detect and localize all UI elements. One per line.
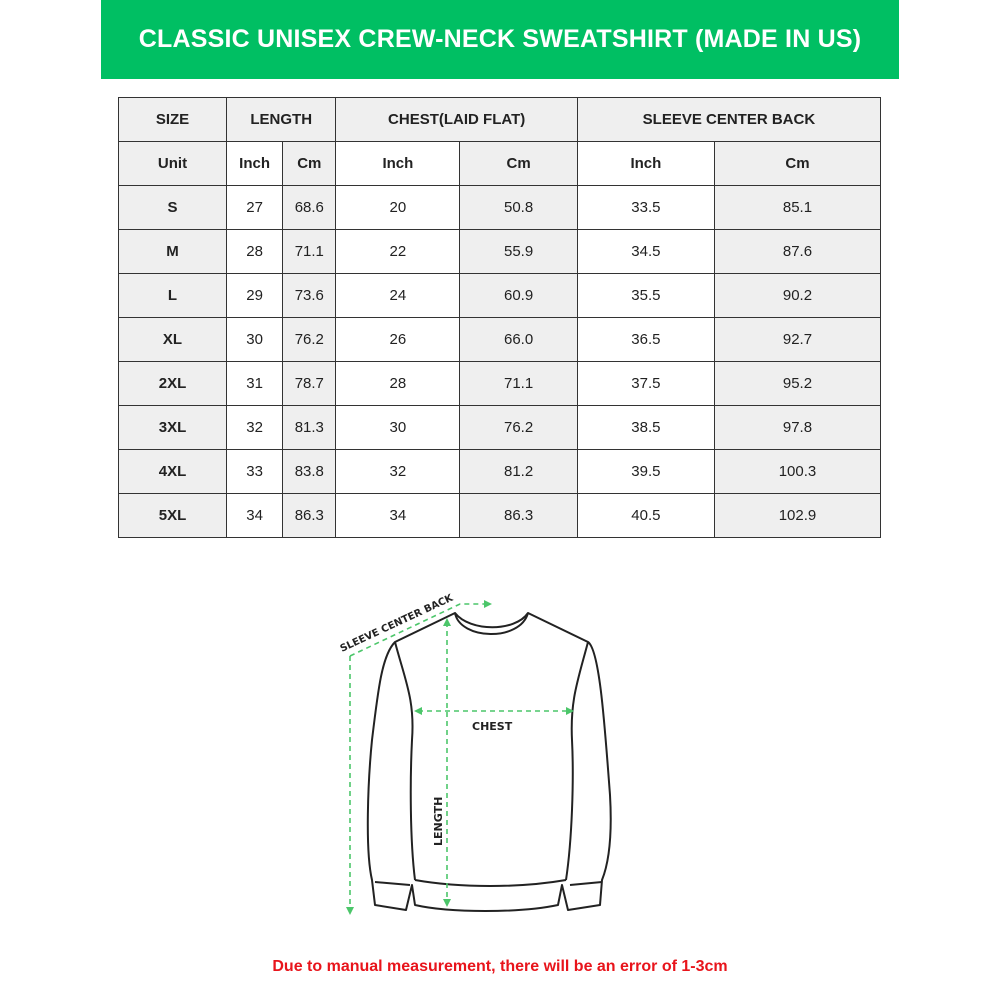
table-row: M 28 71.1 22 55.9 34.5 87.6 [118,229,882,274]
title-banner: CLASSIC UNISEX CREW-NECK SWEATSHIRT (MAD… [101,0,899,79]
header-length: LENGTH [225,97,337,142]
value-cell: 85.1 [713,185,882,230]
value-cell: 33.5 [576,185,715,230]
unit-row: Unit Inch Cm Inch Cm Inch Cm [118,141,882,186]
sweatshirt-outline-icon: SLEEVE CENTER BACK CHEST LENGTH [339,592,612,915]
value-cell: 35.5 [576,273,715,318]
value-cell: 71.1 [459,361,578,406]
value-cell: 32 [335,449,461,494]
value-cell: 27 [225,185,284,230]
value-cell: 34.5 [576,229,715,274]
value-cell: 50.8 [459,185,578,230]
table-row: 2XL 31 78.7 28 71.1 37.5 95.2 [118,361,882,406]
value-cell: 28 [225,229,284,274]
value-cell: 92.7 [713,317,882,362]
size-cell: 3XL [118,405,227,450]
value-cell: 100.3 [713,449,882,494]
value-cell: 20 [335,185,461,230]
value-cell: 28 [335,361,461,406]
unit-cell: Cm [282,141,337,186]
value-cell: 34 [225,493,284,538]
chest-label: CHEST [472,720,513,733]
header-sleeve: SLEEVE CENTER BACK [576,97,882,142]
table-row: 3XL 32 81.3 30 76.2 38.5 97.8 [118,405,882,450]
value-cell: 55.9 [459,229,578,274]
unit-cell: Inch [335,141,461,186]
size-cell: 4XL [118,449,227,494]
size-cell: XL [118,317,227,362]
value-cell: 36.5 [576,317,715,362]
value-cell: 31 [225,361,284,406]
unit-cell: Unit [118,141,227,186]
value-cell: 66.0 [459,317,578,362]
unit-cell: Cm [713,141,882,186]
size-chart-table: SIZE LENGTH CHEST(LAID FLAT) SLEEVE CENT… [118,97,882,538]
value-cell: 76.2 [459,405,578,450]
header-chest: CHEST(LAID FLAT) [335,97,578,142]
unit-cell: Inch [576,141,715,186]
value-cell: 73.6 [282,273,337,318]
value-cell: 38.5 [576,405,715,450]
value-cell: 68.6 [282,185,337,230]
table-row: S 27 68.6 20 50.8 33.5 85.1 [118,185,882,230]
header-size: SIZE [118,97,227,142]
page-title: CLASSIC UNISEX CREW-NECK SWEATSHIRT (MAD… [138,25,862,53]
value-cell: 97.8 [713,405,882,450]
value-cell: 29 [225,273,284,318]
table-row: L 29 73.6 24 60.9 35.5 90.2 [118,273,882,318]
value-cell: 90.2 [713,273,882,318]
value-cell: 81.2 [459,449,578,494]
value-cell: 22 [335,229,461,274]
measurement-note: Due to manual measurement, there will be… [272,958,728,975]
value-cell: 81.3 [282,405,337,450]
group-header-row: SIZE LENGTH CHEST(LAID FLAT) SLEEVE CENT… [118,97,882,142]
value-cell: 39.5 [576,449,715,494]
value-cell: 83.8 [282,449,337,494]
value-cell: 86.3 [459,493,578,538]
table-row: XL 30 76.2 26 66.0 36.5 92.7 [118,317,882,362]
sleeve-label: SLEEVE CENTER BACK [339,592,456,655]
value-cell: 40.5 [576,493,715,538]
value-cell: 37.5 [576,361,715,406]
value-cell: 30 [335,405,461,450]
value-cell: 34 [335,493,461,538]
value-cell: 32 [225,405,284,450]
size-cell: 5XL [118,493,227,538]
value-cell: 76.2 [282,317,337,362]
value-cell: 30 [225,317,284,362]
sweatshirt-diagram: SLEEVE CENTER BACK CHEST LENGTH [320,580,640,930]
value-cell: 24 [335,273,461,318]
value-cell: 33 [225,449,284,494]
length-label: LENGTH [432,797,445,846]
value-cell: 78.7 [282,361,337,406]
value-cell: 102.9 [713,493,882,538]
size-cell: M [118,229,227,274]
value-cell: 86.3 [282,493,337,538]
value-cell: 95.2 [713,361,882,406]
table-row: 4XL 33 83.8 32 81.2 39.5 100.3 [118,449,882,494]
value-cell: 60.9 [459,273,578,318]
table-row: 5XL 34 86.3 34 86.3 40.5 102.9 [118,493,882,538]
value-cell: 71.1 [282,229,337,274]
unit-cell: Cm [459,141,578,186]
size-cell: L [118,273,227,318]
value-cell: 87.6 [713,229,882,274]
size-cell: S [118,185,227,230]
value-cell: 26 [335,317,461,362]
size-cell: 2XL [118,361,227,406]
unit-cell: Inch [225,141,284,186]
